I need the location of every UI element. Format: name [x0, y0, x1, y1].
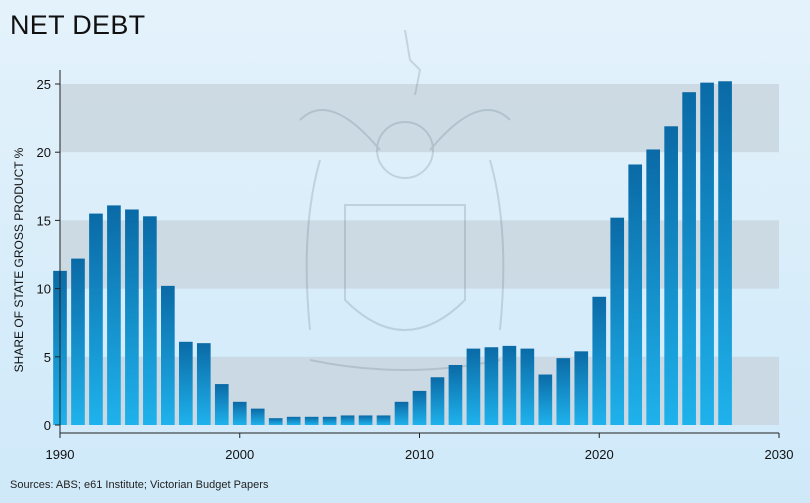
bar-2014: [484, 347, 499, 425]
bar-chart: 0 5 10 15 20 25 1990 2000 2010 2020 2030 SHARE OF …: [12, 29, 794, 462]
bar-1997: [178, 341, 193, 425]
bar-2019: [574, 351, 589, 425]
bar-2008: [376, 415, 391, 425]
bar-1992: [89, 213, 103, 425]
bar-2025: [682, 92, 696, 426]
bar-1999: [214, 384, 229, 425]
bar-2018: [556, 358, 571, 425]
bar-2006: [340, 415, 355, 425]
bar-2005: [322, 416, 337, 425]
bar-2022: [628, 164, 643, 425]
bar-2013: [466, 348, 481, 425]
y-tick-label: 15: [37, 213, 51, 228]
y-tick-label: 10: [37, 282, 51, 297]
axes: 0 5 10 15 20 25 1990 2000 2010 2020 2030: [37, 70, 794, 462]
x-tick-label: 2000: [225, 447, 254, 462]
bar-2024: [664, 126, 678, 425]
bar-2007: [358, 415, 373, 425]
coat-of-arms-watermark: [299, 29, 511, 371]
bar-1994: [125, 209, 139, 425]
bar-1998: [196, 343, 211, 425]
y-tick-label: 20: [37, 145, 51, 160]
bar-2003: [286, 416, 301, 425]
bar-2015: [502, 345, 517, 425]
bar-2012: [448, 364, 463, 425]
x-tick-label: 2010: [405, 447, 434, 462]
chart-title: NET DEBT: [10, 10, 146, 40]
bar-2009: [394, 401, 409, 425]
grid-band: [60, 84, 779, 153]
y-tick-label: 25: [37, 77, 51, 92]
bar-2010: [412, 390, 427, 425]
bar-2023: [646, 149, 661, 426]
y-tick-label: 0: [44, 418, 51, 433]
bar-2000: [232, 401, 247, 425]
bar-1991: [71, 258, 85, 425]
bar-1995: [143, 216, 157, 425]
bar-2021: [610, 217, 625, 425]
source-note: Sources: ABS; e61 Institute; Victorian B…: [10, 479, 269, 491]
bar-2016: [520, 348, 535, 425]
y-tick-label: 5: [44, 350, 51, 365]
bar-2002: [268, 418, 283, 425]
y-axis-label: SHARE OF STATE GROSS PRODUCT %: [12, 147, 26, 372]
x-tick-label: 2020: [585, 447, 614, 462]
bar-2011: [430, 377, 445, 425]
bar-2027: [718, 81, 732, 425]
bar-2026: [700, 82, 714, 426]
x-tick-label: 2030: [765, 447, 794, 462]
bar-2004: [304, 416, 319, 425]
bar-2017: [538, 374, 553, 425]
bar-1993: [107, 205, 121, 425]
bar-2001: [250, 408, 265, 425]
bar-1996: [161, 285, 175, 425]
bar-2020: [592, 296, 607, 425]
x-tick-label: 1990: [46, 447, 75, 462]
